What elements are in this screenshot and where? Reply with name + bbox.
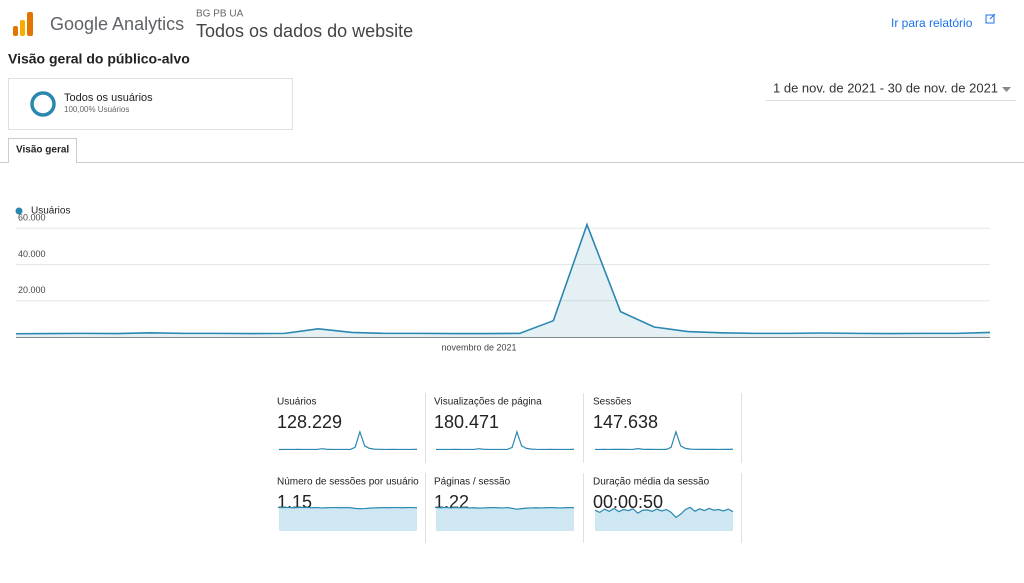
metric-label[interactable]: Duração média da sessão bbox=[593, 477, 710, 488]
metric-label[interactable]: Sessões bbox=[593, 397, 631, 408]
metric-value: 128.229 bbox=[277, 412, 342, 432]
chart: 20.000 40.000 60.000 novembro de 2021 Usuári… bbox=[15, 206, 991, 352]
segment-name: Todos os usuários bbox=[64, 92, 153, 104]
metric-value: 180.471 bbox=[434, 412, 499, 432]
segment-icon bbox=[30, 91, 56, 117]
metric-value: 00:00:50 bbox=[593, 492, 663, 512]
account-name: BG PB UA bbox=[196, 9, 244, 20]
tab[interactable] bbox=[8, 138, 77, 164]
x-axis-label: novembro de 2021 bbox=[441, 342, 516, 352]
line bbox=[15, 222, 991, 335]
metric-cards: Usuários 128.229 Visualizações de página 18… bbox=[277, 393, 742, 543]
y-tick-label: 40.000 bbox=[18, 249, 46, 259]
sparkline bbox=[594, 429, 734, 451]
y-tick-label: 20.000 bbox=[18, 285, 46, 295]
dropdown-arrow[interactable] bbox=[1002, 87, 1011, 92]
sparkline bbox=[435, 429, 575, 451]
legend-label[interactable]: Usuários bbox=[31, 206, 70, 217]
page-title: Visão geral do público-alvo bbox=[8, 51, 190, 67]
sparkline-area bbox=[279, 507, 417, 531]
sparkline-area bbox=[595, 507, 733, 531]
metric-label[interactable]: Usuários bbox=[277, 397, 316, 408]
sparkline bbox=[278, 506, 418, 510]
tab-label[interactable]: Visão geral bbox=[16, 145, 69, 156]
metric-label[interactable]: Visualizações de página bbox=[434, 397, 542, 408]
report-link[interactable]: Ir para relatório bbox=[891, 16, 973, 30]
segment-detail: 100,00% Usuários bbox=[64, 105, 129, 114]
segment-box[interactable] bbox=[8, 78, 293, 130]
metric-value: 1,22 bbox=[434, 492, 469, 512]
metric-value: 147.638 bbox=[593, 412, 658, 432]
sparkline bbox=[594, 506, 734, 519]
sparkline bbox=[278, 429, 418, 451]
date-range[interactable]: 1 de nov. de 2021 - 30 de nov. de 2021 bbox=[773, 80, 998, 95]
product-name: Google Analytics bbox=[50, 14, 184, 34]
sparkline-area bbox=[436, 507, 574, 531]
y-tick-label: 60.000 bbox=[18, 213, 46, 223]
metric-label[interactable]: Número de sessões por usuário bbox=[277, 477, 419, 488]
metric-label[interactable]: Páginas / sessão bbox=[434, 477, 511, 488]
sparkline bbox=[435, 506, 575, 510]
view-name[interactable]: Todos os dados do website bbox=[196, 21, 413, 41]
external-icon bbox=[985, 13, 996, 24]
metric-value: 1,15 bbox=[277, 492, 312, 512]
legend-marker bbox=[15, 207, 23, 215]
logo bbox=[13, 12, 33, 36]
